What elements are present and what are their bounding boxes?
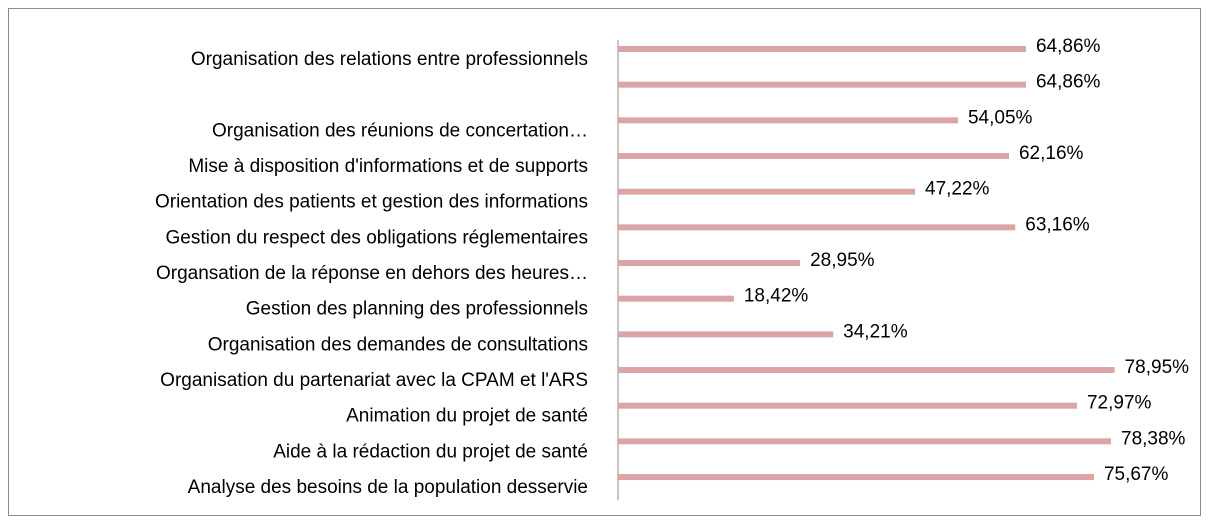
value-label: 18,42% (744, 286, 809, 307)
chart-frame (8, 8, 1201, 516)
bar (618, 117, 958, 124)
category-label: Organisation des demandes de consultatio… (208, 334, 588, 355)
category-label: Gestion des planning des professionnels (246, 299, 588, 320)
bar (618, 402, 1077, 409)
bar (618, 224, 1016, 231)
value-label: 47,22% (925, 179, 990, 200)
value-label: 64,86% (1036, 36, 1101, 57)
value-label: 63,16% (1025, 214, 1090, 235)
value-label: 72,97% (1087, 393, 1152, 414)
category-label: Organsation de la réponse en dehors des … (156, 263, 588, 284)
category-label: Orientation des patients et gestion des … (155, 192, 588, 213)
bar (618, 331, 834, 338)
bar (618, 46, 1026, 52)
category-label: Aide à la rédaction du projet de santé (273, 441, 588, 462)
value-label: 34,21% (843, 321, 908, 342)
bar (618, 81, 1026, 88)
bar (618, 367, 1115, 374)
bar (618, 438, 1112, 445)
category-label: Organisation des réunions de concertatio… (212, 120, 588, 141)
category-label: Analyse des besoins de la population des… (188, 477, 588, 498)
category-label: Organisation des relations entre profess… (191, 49, 588, 70)
bar (618, 260, 801, 267)
value-label: 75,67% (1104, 464, 1169, 485)
value-label: 78,38% (1121, 428, 1186, 449)
bar (618, 188, 916, 195)
category-label: Gestion du respect des obligations régle… (166, 227, 588, 248)
bar (618, 153, 1009, 160)
category-label: Organisation du partenariat avec la CPAM… (160, 370, 588, 391)
value-label: 64,86% (1036, 72, 1101, 93)
bar (618, 295, 734, 302)
value-label: 28,95% (810, 250, 875, 271)
category-label: Mise à disposition d'informations et de … (188, 156, 588, 177)
value-label: 62,16% (1019, 143, 1084, 164)
value-label: 54,05% (968, 107, 1033, 128)
value-label: 78,95% (1125, 357, 1190, 378)
bar (618, 474, 1094, 481)
category-label: Animation du projet de santé (346, 406, 588, 427)
